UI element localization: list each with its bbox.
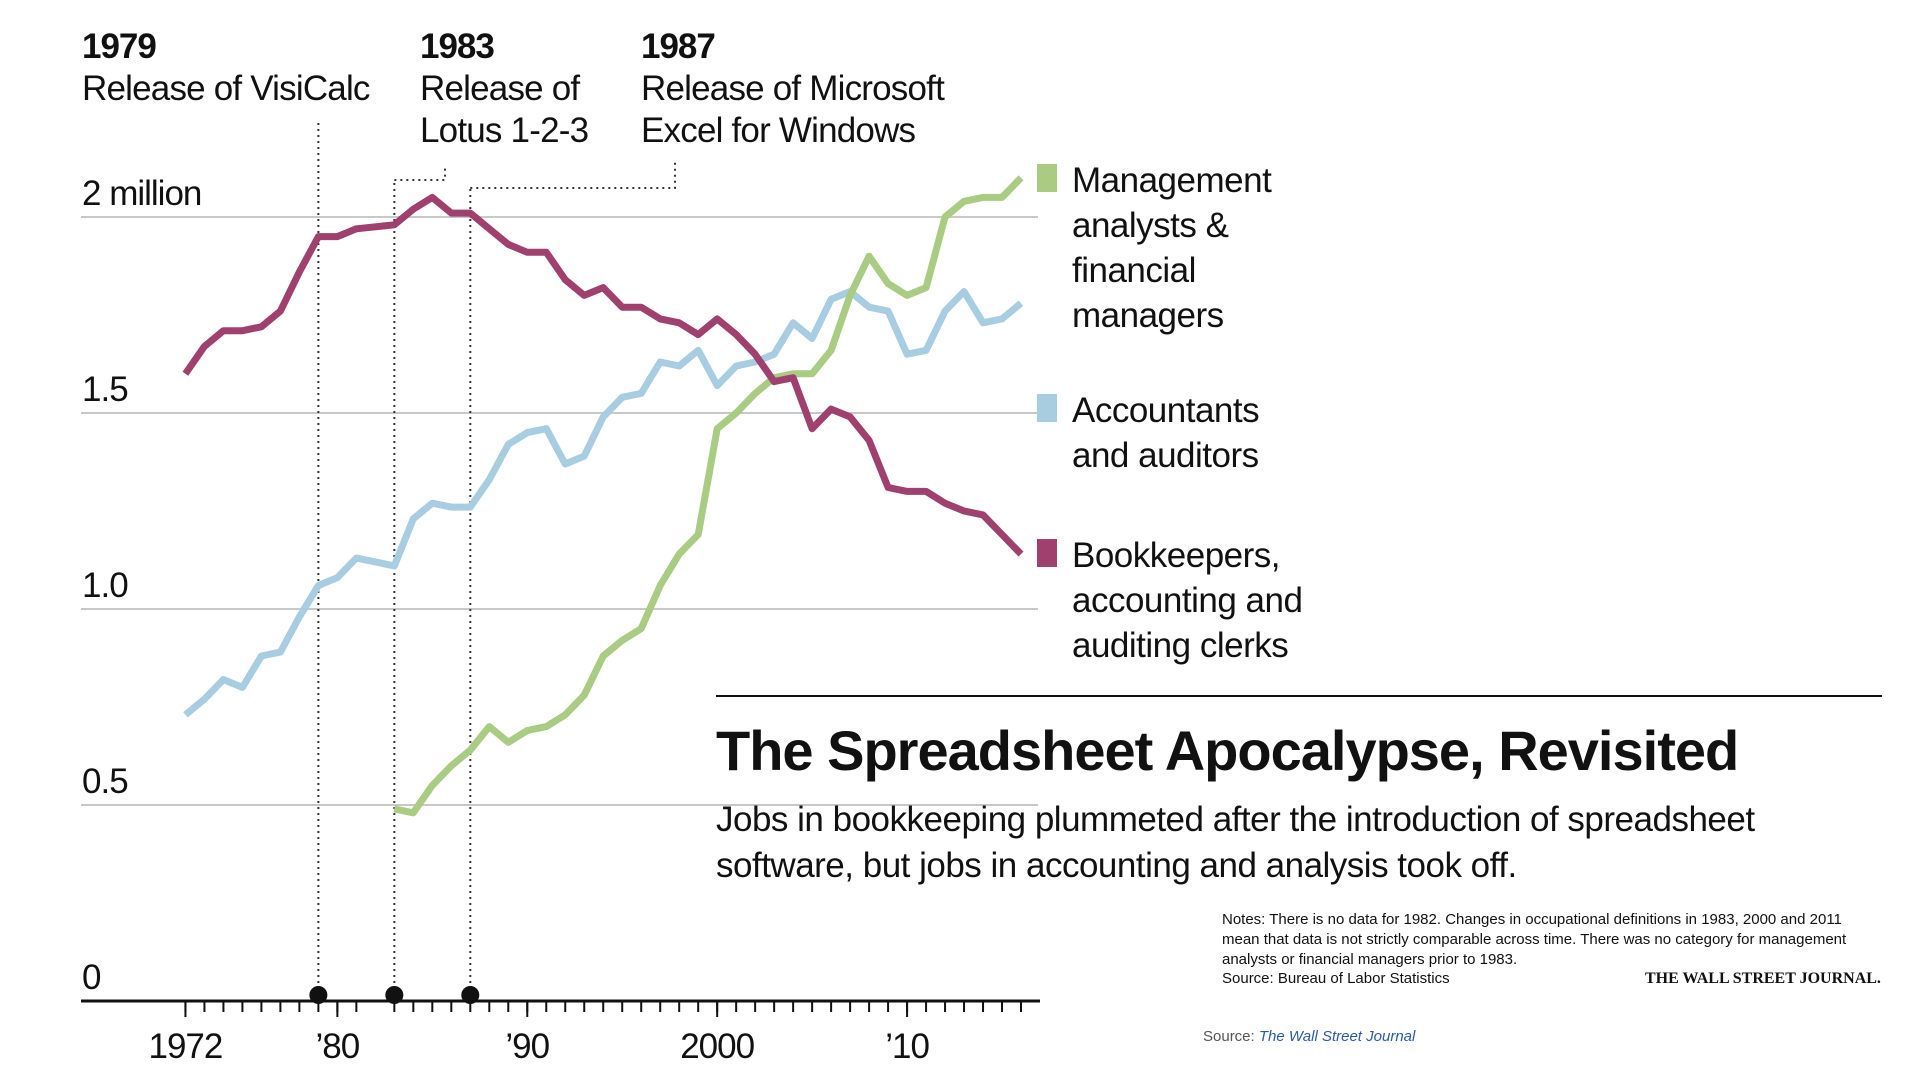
x-tick-label: ’10 (885, 1027, 929, 1066)
series-line (182, 193, 1024, 557)
x-tick-label: 2000 (680, 1027, 754, 1066)
event-label: Release of Microsoft (641, 69, 945, 108)
y-tick-label: 0 (82, 958, 101, 997)
legend-label: Management analysts & financial managers (1072, 161, 1272, 335)
legend-label: Accountants and auditors (1072, 391, 1260, 475)
legend-swatch (1037, 539, 1057, 567)
publisher: THE WALL STREET JOURNAL. (1645, 970, 1881, 987)
subtitle: Jobs in bookkeeping plummeted after the … (716, 800, 1755, 885)
event-year: 1979 (82, 27, 156, 66)
footer-name: The Wall Street Journal (1258, 1028, 1416, 1045)
event-label: Excel for Windows (641, 111, 916, 150)
series-line (183, 288, 1024, 718)
y-tick-label: 1.0 (82, 566, 128, 605)
notes-source: Source: Bureau of Labor Statistics (1222, 970, 1450, 987)
notes: Notes: There is no data for 1982. Change… (1222, 911, 1847, 968)
y-tick-label: 2 million (82, 174, 201, 213)
series-line (393, 175, 1024, 817)
event-dot (309, 986, 328, 1004)
event-year: 1983 (420, 27, 494, 66)
event-connector (394, 165, 446, 181)
y-tick-label: 0.5 (82, 762, 128, 801)
event-dot (461, 986, 480, 1004)
legend-swatch (1037, 164, 1057, 192)
event-dot (385, 986, 404, 1004)
legend-label: Bookkeepers, accounting and auditing cle… (1072, 536, 1303, 665)
x-tick-label: ’80 (316, 1027, 360, 1066)
footer: Source: The Wall Street Journal (1203, 1028, 1415, 1045)
title: The Spreadsheet Apocalypse, Revisited (716, 719, 1739, 782)
event-label: Release of (420, 69, 580, 108)
event-year: 1987 (641, 27, 715, 66)
rule (716, 695, 1882, 697)
footer-prefix: Source: (1203, 1028, 1255, 1045)
x-tick-label: ’90 (505, 1027, 549, 1066)
y-tick-label: 1.5 (82, 370, 128, 409)
event-connector (470, 160, 676, 189)
legend-swatch (1037, 394, 1057, 422)
event-label: Release of VisiCalc (82, 69, 370, 108)
x-tick-label: 1972 (149, 1027, 223, 1066)
event-label: Lotus 1-2-3 (420, 111, 588, 150)
